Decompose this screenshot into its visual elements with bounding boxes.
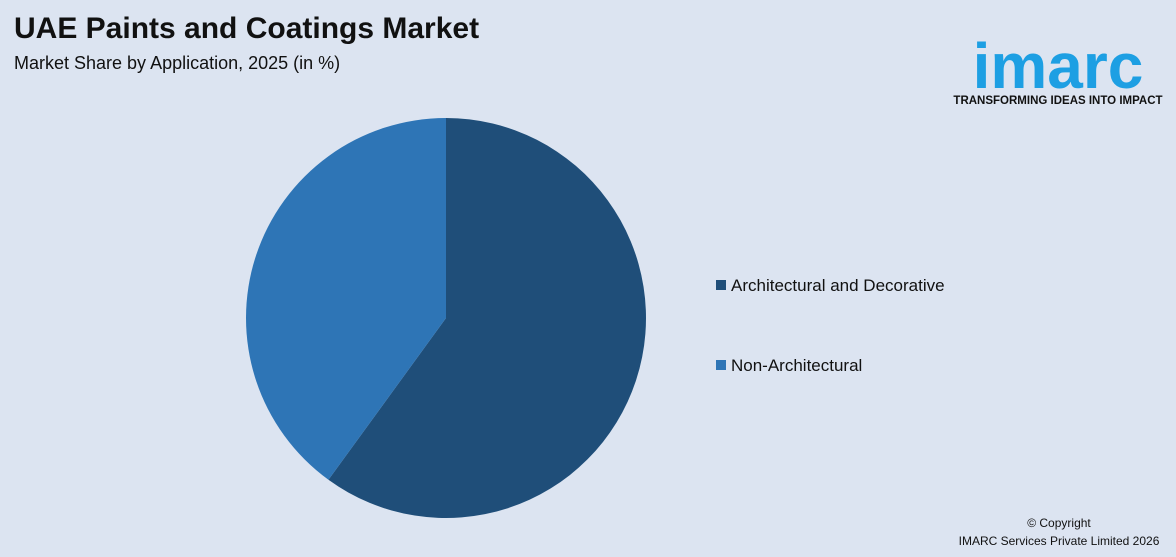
logo-name: imarc [973, 30, 1144, 102]
legend-label: Architectural and Decorative [731, 276, 945, 295]
pie-slice [328, 118, 646, 519]
copyright: © Copyright [1027, 516, 1091, 530]
chart-title: UAE Paints and Coatings Market [14, 12, 479, 45]
legend-swatch [716, 360, 726, 370]
pie-slice [246, 117, 446, 480]
legend-swatch [716, 280, 726, 290]
legend-label: Non-Architectural [731, 356, 862, 375]
chart-subtitle: Market Share by Application, 2025 (in %) [14, 53, 340, 73]
logo-tagline: TRANSFORMING IDEAS INTO IMPACT [953, 95, 1162, 107]
company: IMARC Services Private Limited 2026 [959, 534, 1160, 548]
